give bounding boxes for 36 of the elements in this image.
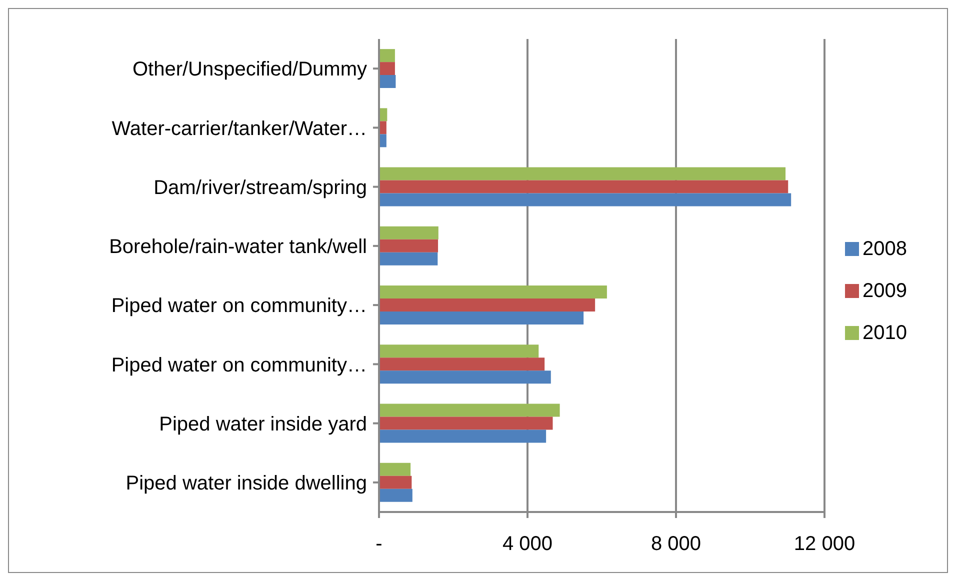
bar xyxy=(379,404,560,417)
y-tick-label: Piped water inside dwelling xyxy=(126,472,367,495)
bar xyxy=(379,416,553,430)
x-tick-label: - xyxy=(376,533,382,556)
bar xyxy=(379,62,395,76)
bar xyxy=(379,226,438,240)
y-tick-label: Other/Unspecified/Dummy xyxy=(132,58,367,81)
bar xyxy=(379,180,788,194)
bar xyxy=(379,75,396,88)
y-tick-label: Dam/river/stream/spring xyxy=(154,176,367,199)
bar xyxy=(379,430,546,443)
bar xyxy=(379,298,596,312)
bar xyxy=(379,312,584,325)
bar xyxy=(379,476,412,489)
y-tick-label: Piped water inside yard xyxy=(159,413,367,436)
bar xyxy=(379,462,411,476)
bar xyxy=(379,193,792,206)
bar xyxy=(379,370,551,384)
bar xyxy=(379,286,607,299)
y-tick-label: Piped water on community… xyxy=(111,354,367,376)
bar xyxy=(379,488,412,502)
bar xyxy=(379,344,539,358)
bar xyxy=(379,358,545,371)
y-tick-label: Piped water on community… xyxy=(111,295,367,318)
bar xyxy=(379,252,438,266)
bar xyxy=(379,239,438,252)
legend-label: 2008 xyxy=(862,238,907,260)
x-tick-label: 8 000 xyxy=(650,533,702,556)
x-tick-label: 4 000 xyxy=(502,533,553,556)
y-tick-label: Water-carrier/tanker/Water… xyxy=(112,118,367,140)
y-tick-label: Borehole/rain-water tank/well xyxy=(109,236,367,258)
x-tick-label: 12 000 xyxy=(794,533,856,556)
legend-label: 2010 xyxy=(862,322,907,344)
legend-label: 2009 xyxy=(862,280,907,302)
bar xyxy=(379,167,786,180)
bar xyxy=(379,49,395,62)
